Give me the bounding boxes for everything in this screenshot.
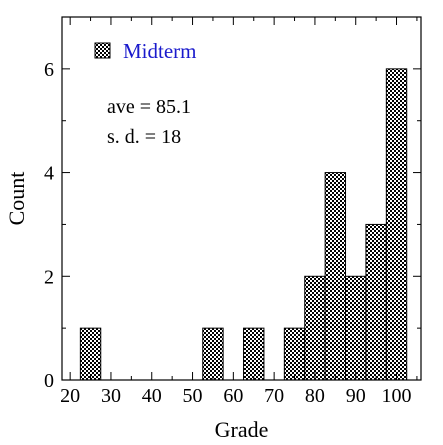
y-tick-label-6: 6 xyxy=(44,59,54,81)
x-tick-label-80: 80 xyxy=(305,385,325,407)
annotation-std-dev: s. d. = 18 xyxy=(107,126,181,148)
x-tick-label-100: 100 xyxy=(382,385,412,407)
x-tick-label-20: 20 xyxy=(60,385,80,407)
histogram-bar-15 xyxy=(385,68,408,381)
y-tick-label-4: 4 xyxy=(44,163,54,185)
x-axis-title: Grade xyxy=(215,417,269,442)
x-tick-label-90: 90 xyxy=(346,385,366,407)
legend-label-midterm: Midterm xyxy=(123,39,197,63)
bars-group xyxy=(79,68,408,381)
legend-swatch-midterm xyxy=(94,42,111,59)
x-tick-label-40: 40 xyxy=(142,385,162,407)
y-axis-ticks: 0 2 4 6 xyxy=(44,59,421,392)
histogram-bar-14 xyxy=(365,223,387,381)
x-tick-label-50: 50 xyxy=(183,385,203,407)
plot-frame xyxy=(61,16,422,381)
histogram-bar-8 xyxy=(243,327,265,381)
histogram-bar-13 xyxy=(345,275,367,381)
x-axis-ticks: 20 30 40 50 60 70 80 90 100 xyxy=(60,17,418,407)
legend: Midterm xyxy=(94,39,197,63)
histogram-bar-12 xyxy=(324,172,347,381)
x-tick-label-70: 70 xyxy=(264,385,284,407)
x-tick-label-30: 30 xyxy=(101,385,121,407)
histogram-bar-6 xyxy=(202,327,224,381)
x-tick-label-60: 60 xyxy=(223,385,243,407)
annotation-average: ave = 85.1 xyxy=(107,96,191,118)
histogram-bar-11 xyxy=(304,275,326,381)
y-tick-label-0: 0 xyxy=(44,370,54,392)
y-tick-label-2: 2 xyxy=(44,266,54,288)
histogram-bar-10 xyxy=(283,327,306,381)
y-axis-title: Count xyxy=(4,172,29,226)
histogram-bar-0 xyxy=(79,327,102,381)
